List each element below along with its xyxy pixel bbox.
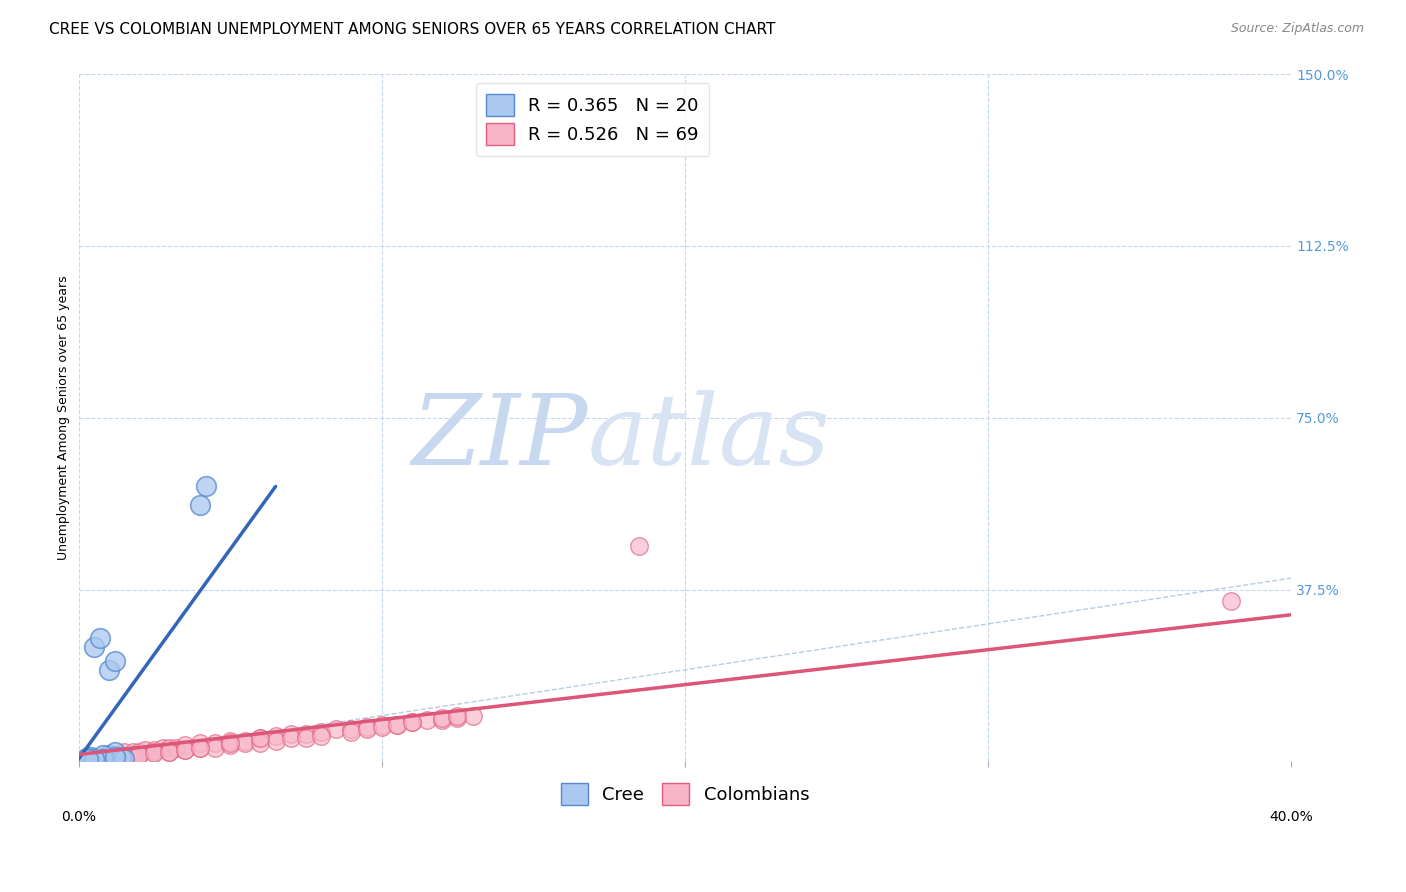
Point	[83, 640, 105, 654]
Point	[233, 736, 256, 750]
Point	[104, 654, 127, 668]
Point	[86, 752, 108, 766]
Point	[159, 745, 181, 759]
Point	[385, 717, 408, 731]
Point	[134, 743, 156, 757]
Point	[128, 747, 150, 762]
Point	[194, 479, 217, 493]
Point	[83, 749, 105, 764]
Point	[385, 717, 408, 731]
Point	[461, 708, 484, 723]
Point	[416, 713, 439, 727]
Point	[159, 740, 181, 755]
Point	[112, 749, 135, 764]
Point	[128, 745, 150, 759]
Point	[73, 752, 96, 766]
Point	[295, 731, 318, 746]
Point	[122, 745, 145, 759]
Point	[104, 747, 127, 762]
Point	[446, 708, 468, 723]
Point	[295, 727, 318, 741]
Point	[249, 731, 271, 746]
Point	[83, 752, 105, 766]
Point	[89, 631, 111, 645]
Point	[91, 752, 114, 766]
Point	[97, 749, 120, 764]
Point	[280, 727, 302, 741]
Point	[159, 745, 181, 759]
Point	[173, 743, 195, 757]
Point	[370, 720, 392, 734]
Point	[204, 736, 226, 750]
Point	[188, 736, 211, 750]
Point	[104, 749, 127, 764]
Point	[340, 723, 363, 737]
Point	[143, 743, 166, 757]
Point	[401, 715, 423, 730]
Point	[128, 747, 150, 762]
Point	[188, 740, 211, 755]
Point	[173, 743, 195, 757]
Point	[112, 748, 135, 763]
Point	[143, 745, 166, 759]
Point	[219, 739, 242, 753]
Point	[152, 740, 174, 755]
Point	[628, 539, 651, 553]
Point	[188, 740, 211, 755]
Point	[91, 747, 114, 762]
Point	[76, 749, 98, 764]
Point	[356, 723, 378, 737]
Point	[97, 747, 120, 762]
Point	[264, 729, 287, 743]
Point	[104, 750, 127, 764]
Text: 40.0%: 40.0%	[1270, 810, 1313, 823]
Point	[325, 723, 347, 737]
Point	[91, 749, 114, 764]
Point	[173, 739, 195, 753]
Point	[401, 715, 423, 730]
Point	[76, 752, 98, 766]
Point	[91, 750, 114, 764]
Point	[97, 663, 120, 677]
Point	[104, 745, 127, 759]
Point	[309, 729, 332, 743]
Point	[165, 740, 187, 755]
Point	[249, 736, 271, 750]
Point	[219, 733, 242, 747]
Y-axis label: Unemployment Among Seniors over 65 years: Unemployment Among Seniors over 65 years	[58, 276, 70, 560]
Point	[432, 711, 454, 725]
Point	[356, 720, 378, 734]
Text: 0.0%: 0.0%	[60, 810, 96, 823]
Text: Source: ZipAtlas.com: Source: ZipAtlas.com	[1230, 22, 1364, 36]
Text: CREE VS COLOMBIAN UNEMPLOYMENT AMONG SENIORS OVER 65 YEARS CORRELATION CHART: CREE VS COLOMBIAN UNEMPLOYMENT AMONG SEN…	[49, 22, 776, 37]
Point	[112, 745, 135, 759]
Point	[233, 733, 256, 747]
Point	[264, 733, 287, 747]
Text: ZIP: ZIP	[412, 391, 588, 486]
Point	[91, 752, 114, 766]
Point	[1219, 594, 1241, 608]
Point	[122, 747, 145, 762]
Point	[79, 749, 101, 764]
Point	[249, 731, 271, 746]
Point	[446, 711, 468, 725]
Point	[94, 749, 117, 764]
Point	[280, 731, 302, 746]
Text: atlas: atlas	[588, 391, 831, 486]
Legend: Cree, Colombians: Cree, Colombians	[551, 774, 818, 814]
Point	[370, 717, 392, 731]
Point	[219, 736, 242, 750]
Point	[143, 746, 166, 760]
Point	[432, 713, 454, 727]
Point	[204, 740, 226, 755]
Point	[110, 749, 132, 764]
Point	[309, 724, 332, 739]
Point	[340, 724, 363, 739]
Point	[188, 498, 211, 512]
Point	[112, 752, 135, 766]
Point	[83, 752, 105, 766]
Point	[97, 747, 120, 762]
